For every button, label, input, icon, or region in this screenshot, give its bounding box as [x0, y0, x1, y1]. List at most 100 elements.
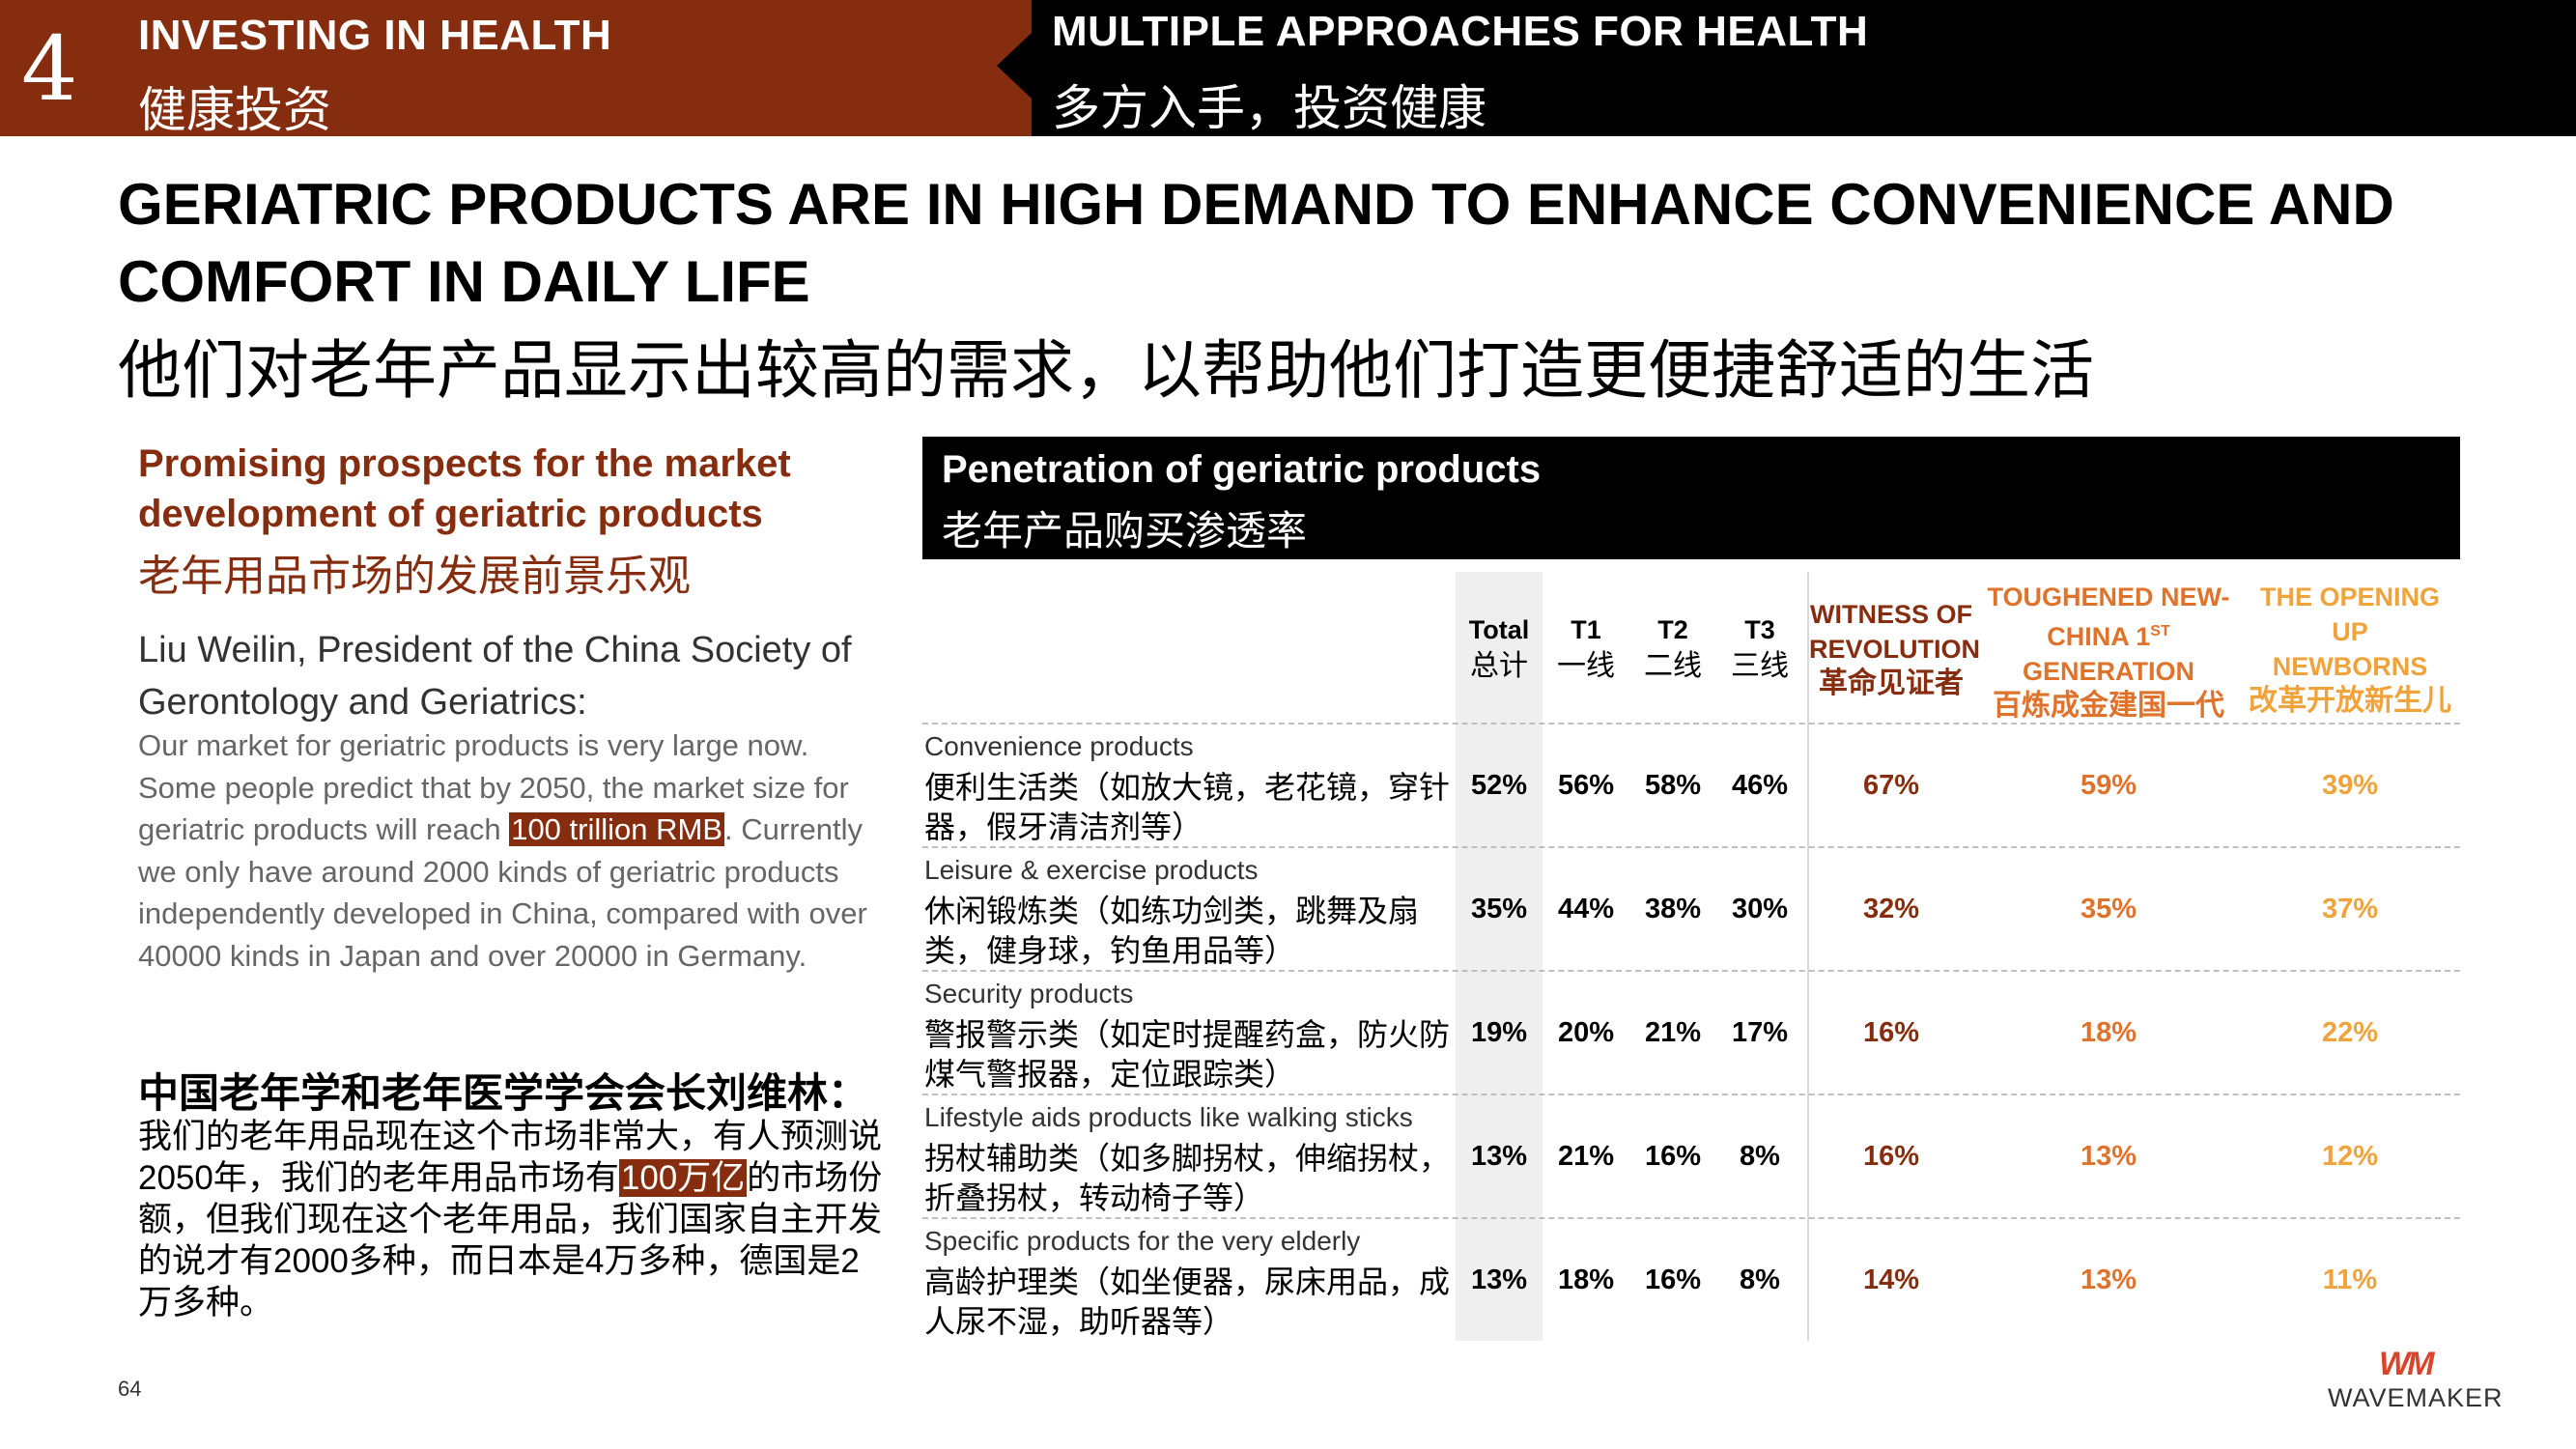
row-separator	[922, 1094, 2460, 1095]
table-title-en: Penetration of geriatric products	[942, 448, 1542, 491]
cell-witness: 16%	[1862, 1141, 1920, 1172]
col-t1-en: T1	[1571, 615, 1601, 644]
cell-opening-up: 12%	[2321, 1141, 2379, 1172]
col-header-witness-of-revolution: WITNESS OF REVOLUTION 革命见证者	[1809, 597, 1981, 701]
section-header: 4 INVESTING IN HEALTH 健康投资	[0, 0, 1032, 137]
topic-header: MULTIPLE APPROACHES FOR HEALTH 多方入手，投资健康	[1032, 0, 2576, 136]
row-label-zh: 警报警示类（如定时提醒药盒，防火防煤气警报器，定位跟踪类）	[924, 1017, 1451, 1092]
page-title-en: GERIATRIC PRODUCTS ARE IN HIGH DEMAND TO…	[118, 172, 2394, 314]
row-label-en: Convenience products	[924, 731, 1194, 761]
cell-t2: 38%	[1644, 894, 1702, 924]
row-label-zh: 便利生活类（如放大镜，老花镜，穿针器，假牙清洁剂等）	[924, 770, 1451, 844]
col-t3-en: T3	[1744, 615, 1775, 644]
col-g3-en3: NEWBORNS	[2272, 652, 2428, 681]
col-header-t2: T2 二线	[1629, 612, 1716, 684]
cell-total: 35%	[1470, 894, 1528, 924]
cell-total: 13%	[1470, 1141, 1528, 1172]
col-header-opening-up-newborns: THE OPENING UP NEWBORNS 改革开放新生儿	[2244, 580, 2456, 719]
row-separator	[922, 970, 2460, 972]
cell-t3: 46%	[1731, 770, 1789, 801]
prospects-heading-en: Promising prospects for the market devel…	[138, 442, 791, 535]
cell-opening-up: 37%	[2321, 894, 2379, 924]
cell-toughened: 18%	[2080, 1017, 2137, 1048]
cell-witness: 67%	[1862, 770, 1920, 801]
wavemaker-logo-icon: WM	[2379, 1346, 2434, 1382]
table-header-bar: Penetration of geriatric products 老年产品购买…	[922, 437, 2460, 559]
col-g2-en2: CHINA 1	[2047, 622, 2151, 651]
quote-en-pre: Our market for geriatric products is ver…	[138, 728, 849, 846]
quote-zh-highlight: 100万亿	[618, 1159, 748, 1197]
speaker-en: Liu Weilin, President of the China Socie…	[138, 630, 852, 723]
cell-opening-up: 11%	[2322, 1264, 2378, 1295]
cell-witness: 32%	[1862, 894, 1920, 924]
row-label-en: Leisure & exercise products	[924, 855, 1259, 885]
quote-zh-post: 的市场份额，但我们现在这个老年用品，我们国家自主开发的说才有2000多种，而日本…	[138, 1159, 883, 1321]
cell-t3: 8%	[1740, 1141, 1780, 1172]
col-g2-en1: TOUGHENED NEW-	[1987, 582, 2230, 611]
cell-witness: 14%	[1862, 1264, 1920, 1295]
col-g3-zh: 改革开放新生儿	[2249, 685, 2451, 717]
quote-en-post: . Currently we only have around 2000 kin…	[138, 812, 867, 973]
col-g2-sup: ST	[2150, 623, 2170, 639]
wavemaker-logo-text: WAVEMAKER	[2328, 1383, 2504, 1412]
row-separator	[922, 723, 2460, 724]
cell-t2: 16%	[1644, 1264, 1702, 1295]
col-header-t3: T3 三线	[1716, 612, 1803, 684]
page-title-zh: 他们对老年产品显示出较高的需求，以帮助他们打造更便捷舒适的生活	[118, 334, 2094, 406]
cell-t1: 44%	[1557, 894, 1615, 924]
cell-total: 13%	[1470, 1264, 1528, 1295]
col-g3-en1: THE OPENING	[2259, 582, 2441, 611]
row-separator	[922, 846, 2460, 848]
quote-zh: 我们的老年用品现在这个市场非常大，有人预测说2050年，我们的老年用品市场有10…	[138, 1116, 892, 1323]
row-label-zh: 拐杖辅助类（如多脚拐杖，伸缩拐杖，折叠拐杖，转动椅子等）	[924, 1141, 1451, 1215]
cell-t3: 17%	[1731, 1017, 1789, 1048]
section-title-zh: 健康投资	[138, 83, 331, 137]
col-g1-en1: WITNESS OF	[1810, 600, 1972, 629]
cell-t2: 16%	[1644, 1141, 1702, 1172]
col-g2-zh: 百炼成金建国一代	[1993, 690, 2224, 722]
col-g2-en3: GENERATION	[2022, 657, 2194, 686]
col-total-en: Total	[1468, 615, 1530, 644]
col-t2-en: T2	[1657, 615, 1688, 644]
cell-t3: 30%	[1731, 894, 1789, 924]
col-g1-zh: 革命见证者	[1819, 668, 1964, 699]
header-arrow-icon	[997, 33, 1032, 99]
section-number: 4	[21, 17, 78, 121]
col-header-t1: T1 一线	[1543, 612, 1629, 684]
prospects-heading-zh: 老年用品市场的发展前景乐观	[138, 553, 691, 600]
row-label-en: Specific products for the very elderly	[924, 1226, 1361, 1256]
cell-witness: 16%	[1862, 1017, 1920, 1048]
topic-title-zh: 多方入手，投资健康	[1052, 81, 1486, 135]
row-separator	[922, 1217, 2460, 1219]
cell-toughened: 59%	[2080, 770, 2137, 801]
col-t3-zh: 三线	[1731, 650, 1789, 682]
quote-en: Our market for geriatric products is ver…	[138, 724, 882, 977]
quote-en-highlight: 100 trillion RMB	[509, 812, 725, 846]
col-g2-en2-line: CHINA 1ST	[1973, 614, 2244, 654]
col-header-total: Total 总计	[1456, 612, 1543, 684]
cell-t2: 58%	[1644, 770, 1702, 801]
cell-opening-up: 22%	[2321, 1017, 2379, 1048]
table-title-zh: 老年产品购买渗透率	[942, 508, 1308, 554]
cell-toughened: 35%	[2080, 894, 2137, 924]
quote-zh-pre: 我们的老年用品现在这个市场非常大，有人预测说2050年，我们的老年用品市场有	[138, 1118, 883, 1197]
cell-t1: 18%	[1557, 1264, 1615, 1295]
col-g1-en2: REVOLUTION	[1809, 635, 1981, 664]
row-label-zh: 高龄护理类（如坐便器，尿床用品，成人尿不湿，助听器等）	[924, 1264, 1451, 1339]
col-t1-zh: 一线	[1557, 650, 1615, 682]
row-label-en: Lifestyle aids products like walking sti…	[924, 1102, 1413, 1132]
cell-t1: 20%	[1557, 1017, 1615, 1048]
row-label-zh: 休闲锻炼类（如练功剑类，跳舞及扇类，健身球，钓鱼用品等）	[924, 894, 1420, 968]
col-t2-zh: 二线	[1644, 650, 1702, 682]
section-title-en: INVESTING IN HEALTH	[138, 12, 612, 59]
speaker-zh: 中国老年学和老年医学学会会长刘维林：	[138, 1070, 869, 1116]
cell-t3: 8%	[1740, 1264, 1780, 1295]
cell-toughened: 13%	[2080, 1264, 2137, 1295]
cell-toughened: 13%	[2080, 1141, 2137, 1172]
total-column-shade	[1456, 572, 1543, 1341]
cell-t2: 21%	[1644, 1017, 1702, 1048]
topic-title-en: MULTIPLE APPROACHES FOR HEALTH	[1052, 8, 1869, 55]
cell-total: 52%	[1470, 770, 1528, 801]
page-number: 64	[118, 1377, 142, 1401]
cell-opening-up: 39%	[2321, 770, 2379, 801]
